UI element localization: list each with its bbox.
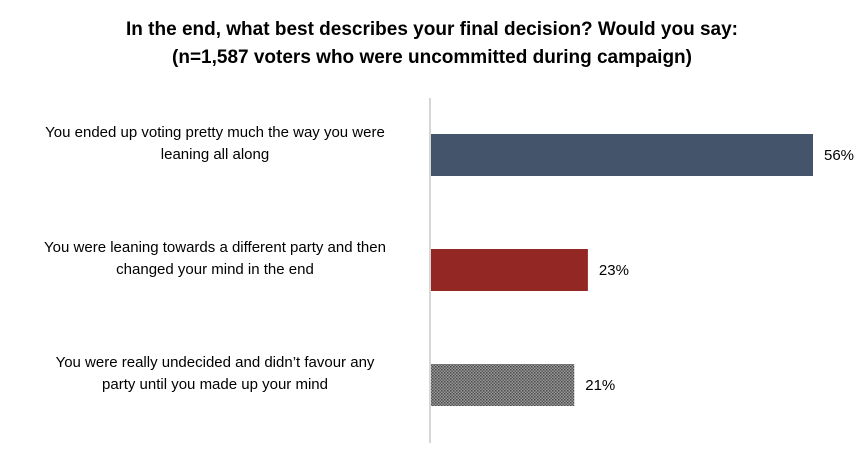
value-label-1: 56% (824, 147, 854, 164)
category-label-1: You ended up voting pretty much the way … (45, 124, 385, 163)
chart-subtitle: (n=1,587 voters who were uncommitted dur… (172, 47, 692, 68)
category-label-1-line-2: leaning all along (161, 146, 269, 163)
bar-1 (431, 134, 813, 176)
category-label-3-line-2: party until you made up your mind (102, 376, 328, 393)
category-label-3: You were really undecided and didn’t fav… (56, 354, 375, 393)
bars-layer: 56% You ended up voting pretty much the w… (44, 124, 854, 406)
value-label-2: 23% (599, 262, 629, 279)
category-label-2-line-1: You were leaning towards a different par… (44, 239, 386, 256)
value-label-3: 21% (585, 377, 615, 394)
category-label-1-line-1: You ended up voting pretty much the way … (45, 124, 385, 141)
category-label-2: You were leaning towards a different par… (44, 239, 386, 278)
chart-title-block: In the end, what best describes your fin… (0, 16, 864, 72)
bar-3 (431, 364, 575, 406)
chart-title: In the end, what best describes your fin… (126, 19, 738, 40)
bar-2 (431, 249, 588, 291)
category-label-2-line-2: changed your mind in the end (116, 261, 314, 278)
category-label-3-line-1: You were really undecided and didn’t fav… (56, 354, 375, 371)
